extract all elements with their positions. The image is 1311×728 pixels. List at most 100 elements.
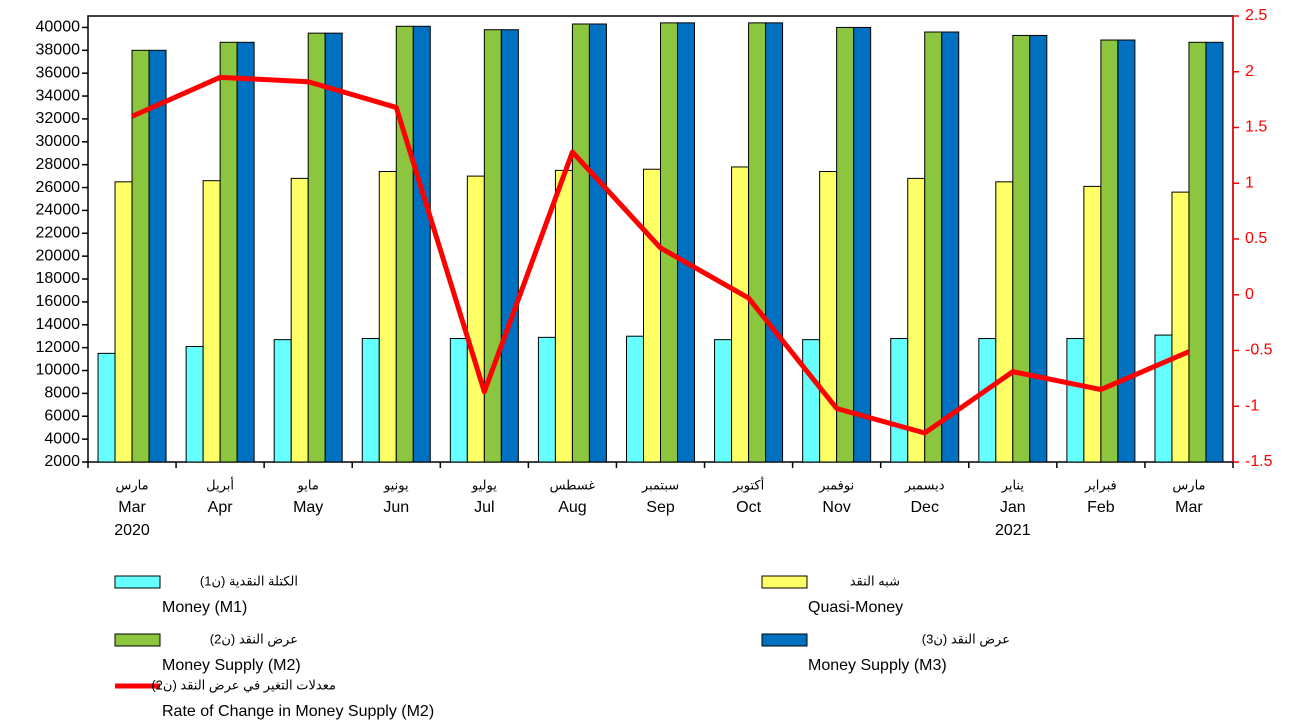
legend-label-ar: عرض النقد (ن3) [922, 631, 1010, 647]
x-tick-label-ar: مايو [297, 477, 319, 493]
bar [853, 26, 872, 463]
y-tick-label: 6000 [44, 407, 80, 424]
y-tick-label: 10000 [36, 362, 81, 379]
legend-label-ar: شبه النقد [850, 573, 900, 588]
bar [185, 345, 204, 463]
bar [1188, 41, 1207, 463]
x-year-label: 2020 [114, 522, 150, 539]
x-tick-label-ar: مارس [1172, 477, 1205, 493]
bar [995, 181, 1014, 463]
x-tick-label-ar: نوفمبر [818, 477, 854, 493]
bar [236, 41, 255, 463]
legend-swatch [114, 633, 161, 647]
bar [202, 180, 221, 463]
x-tick-label: Dec [911, 499, 939, 516]
bar [148, 49, 167, 463]
bar [643, 168, 661, 463]
y-tick-label: 32000 [36, 110, 81, 127]
bar [907, 177, 926, 463]
bar [1205, 41, 1224, 463]
legend-label-ar: معدلات التغير في عرض النقد (ن2) [151, 677, 336, 693]
x-tick-label: Jan [1000, 499, 1026, 516]
x-tick-label: Nov [822, 499, 850, 516]
bar [537, 336, 556, 463]
y-tick-label: 14000 [36, 316, 81, 333]
bar [412, 25, 431, 463]
y-tick-label: 8000 [44, 385, 80, 402]
y-tick-label: 12000 [36, 339, 81, 356]
bar [819, 171, 838, 463]
bar [500, 29, 519, 463]
x-tick-label-ar: أكتوبر [732, 476, 764, 493]
bar [677, 22, 695, 463]
y2-tick-label: 0 [1245, 286, 1254, 303]
x-tick-label: Apr [208, 499, 234, 516]
bar [731, 166, 750, 463]
x-tick-label: May [293, 499, 323, 516]
x-tick-label: Oct [736, 499, 761, 516]
legend-swatch [761, 575, 808, 589]
bar [588, 23, 607, 463]
bar [978, 337, 997, 463]
y-tick-label: 16000 [36, 293, 81, 310]
bar [307, 32, 326, 463]
y-tick-label: 36000 [36, 64, 81, 81]
legend-label: Money (M1) [162, 599, 247, 616]
bar [571, 23, 590, 463]
bar [1083, 185, 1102, 463]
x-tick-label-ar: مارس [115, 477, 148, 493]
bar [324, 32, 343, 463]
bar [765, 22, 784, 463]
bar [1012, 34, 1031, 463]
y2-tick-label: 2 [1245, 63, 1254, 80]
x-tick-label: Jun [383, 499, 409, 516]
y-tick-label: 34000 [36, 87, 81, 104]
x-tick-label-ar: أبريل [206, 476, 234, 493]
bar [1154, 334, 1173, 463]
y2-tick-label: 1 [1245, 174, 1254, 191]
bar [378, 171, 397, 463]
x-tick-label-ar: فبراير [1084, 477, 1117, 493]
y-tick-label: 20000 [36, 247, 81, 264]
legend-swatch [761, 633, 808, 647]
bar [449, 337, 468, 463]
line [131, 74, 1190, 436]
bar [836, 26, 855, 463]
x-tick-label-ar: سبتمبر [641, 477, 679, 493]
x-tick-label-ar: غسطس [550, 477, 596, 493]
bar [1066, 337, 1085, 463]
bar [114, 181, 133, 463]
x-tick-label: Mar [118, 499, 146, 516]
y-tick-label: 30000 [36, 133, 81, 150]
y-tick-label: 4000 [44, 430, 80, 447]
bar [924, 31, 943, 463]
bar [219, 41, 238, 463]
bar [941, 31, 960, 463]
bar [1171, 191, 1190, 463]
legend-label-ar: الكتلة النقدية (ن1) [200, 573, 298, 588]
bar [748, 22, 767, 463]
x-tick-label-ar: يونيو [383, 477, 409, 493]
bar [1029, 34, 1048, 463]
legend-label: Money Supply (M2) [162, 657, 301, 674]
y-tick-label: 24000 [36, 202, 81, 219]
x-year-label: 2021 [995, 522, 1031, 539]
legend-label-ar: عرض النقد (ن2) [210, 631, 298, 647]
bar [714, 339, 733, 463]
bar [1117, 39, 1136, 463]
y-tick-label: 40000 [36, 19, 81, 36]
bar [890, 337, 909, 463]
y2-tick-label: 0.5 [1245, 230, 1267, 247]
x-tick-label-ar: يوليو [471, 477, 497, 493]
bar [97, 352, 116, 463]
x-tick-label: Feb [1087, 499, 1115, 516]
y2-tick-label: 2.5 [1245, 7, 1267, 24]
bar [361, 337, 380, 463]
x-tick-label-ar: يناير [1001, 477, 1025, 493]
bar [660, 22, 678, 463]
bar [802, 339, 821, 463]
bar [290, 177, 309, 463]
x-tick-label: Mar [1175, 499, 1203, 516]
